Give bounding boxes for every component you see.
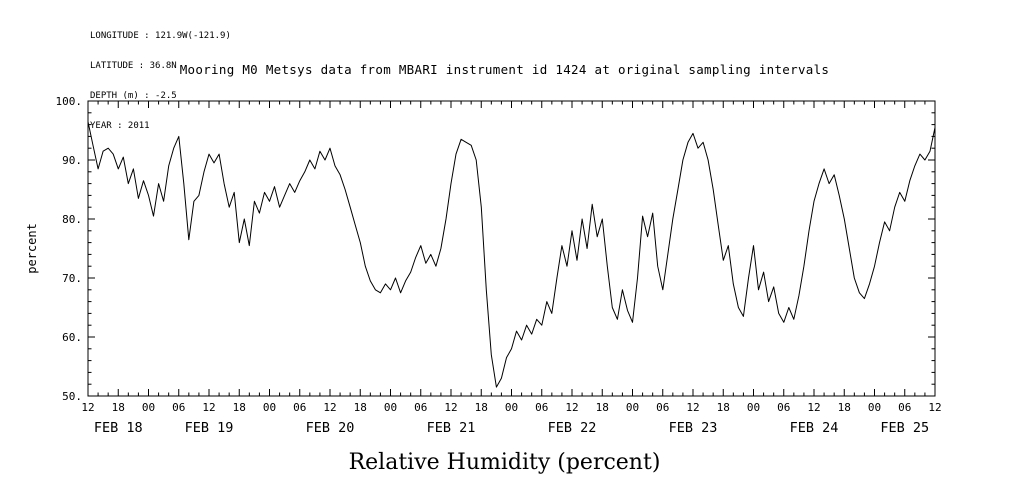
svg-text:FEB 22: FEB 22 xyxy=(548,420,597,436)
svg-text:12: 12 xyxy=(444,401,457,414)
svg-text:00: 00 xyxy=(142,401,155,414)
x-axis-caption: Relative Humidity (percent) xyxy=(348,450,661,475)
svg-text:12: 12 xyxy=(565,401,578,414)
svg-text:06: 06 xyxy=(898,401,911,414)
svg-text:18: 18 xyxy=(838,401,851,414)
svg-text:70.: 70. xyxy=(62,272,82,285)
svg-text:50.: 50. xyxy=(62,390,82,403)
svg-text:06: 06 xyxy=(414,401,427,414)
latitude-label: LATITUDE : 36.8N xyxy=(90,61,177,71)
svg-text:18: 18 xyxy=(596,401,609,414)
svg-text:100.: 100. xyxy=(56,95,83,108)
svg-text:18: 18 xyxy=(354,401,367,414)
svg-text:06: 06 xyxy=(535,401,548,414)
svg-text:00: 00 xyxy=(505,401,518,414)
chart-title: Mooring M0 Metsys data from MBARI instru… xyxy=(179,62,830,77)
svg-text:00: 00 xyxy=(747,401,760,414)
svg-text:FEB 20: FEB 20 xyxy=(306,420,355,436)
longitude-label: LONGITUDE : 121.9W(-121.9) xyxy=(90,31,231,41)
svg-text:12: 12 xyxy=(807,401,820,414)
svg-text:FEB 18: FEB 18 xyxy=(94,420,143,436)
svg-text:00: 00 xyxy=(263,401,276,414)
metadata-block: LONGITUDE : 121.9W(-121.9) LATITUDE : 36… xyxy=(90,11,231,151)
svg-text:12: 12 xyxy=(323,401,336,414)
svg-text:FEB 21: FEB 21 xyxy=(427,420,476,436)
svg-text:18: 18 xyxy=(112,401,125,414)
year-label: YEAR : 2011 xyxy=(90,121,150,131)
svg-text:12: 12 xyxy=(81,401,94,414)
svg-text:06: 06 xyxy=(172,401,185,414)
svg-text:60.: 60. xyxy=(62,331,82,344)
svg-text:percent: percent xyxy=(25,223,39,274)
svg-text:FEB 24: FEB 24 xyxy=(790,420,839,436)
svg-text:90.: 90. xyxy=(62,154,82,167)
svg-text:18: 18 xyxy=(233,401,246,414)
svg-text:00: 00 xyxy=(384,401,397,414)
svg-text:06: 06 xyxy=(777,401,790,414)
svg-text:06: 06 xyxy=(293,401,306,414)
svg-text:FEB 23: FEB 23 xyxy=(669,420,718,436)
svg-text:18: 18 xyxy=(475,401,488,414)
svg-text:12: 12 xyxy=(686,401,699,414)
svg-text:FEB 19: FEB 19 xyxy=(185,420,234,436)
svg-text:18: 18 xyxy=(717,401,730,414)
depth-label: DEPTH (m) : -2.5 xyxy=(90,91,177,101)
svg-text:00: 00 xyxy=(626,401,639,414)
svg-text:12: 12 xyxy=(202,401,215,414)
svg-text:06: 06 xyxy=(656,401,669,414)
svg-text:80.: 80. xyxy=(62,213,82,226)
svg-text:FEB 25: FEB 25 xyxy=(880,420,929,436)
svg-text:12: 12 xyxy=(928,401,941,414)
svg-text:00: 00 xyxy=(868,401,881,414)
